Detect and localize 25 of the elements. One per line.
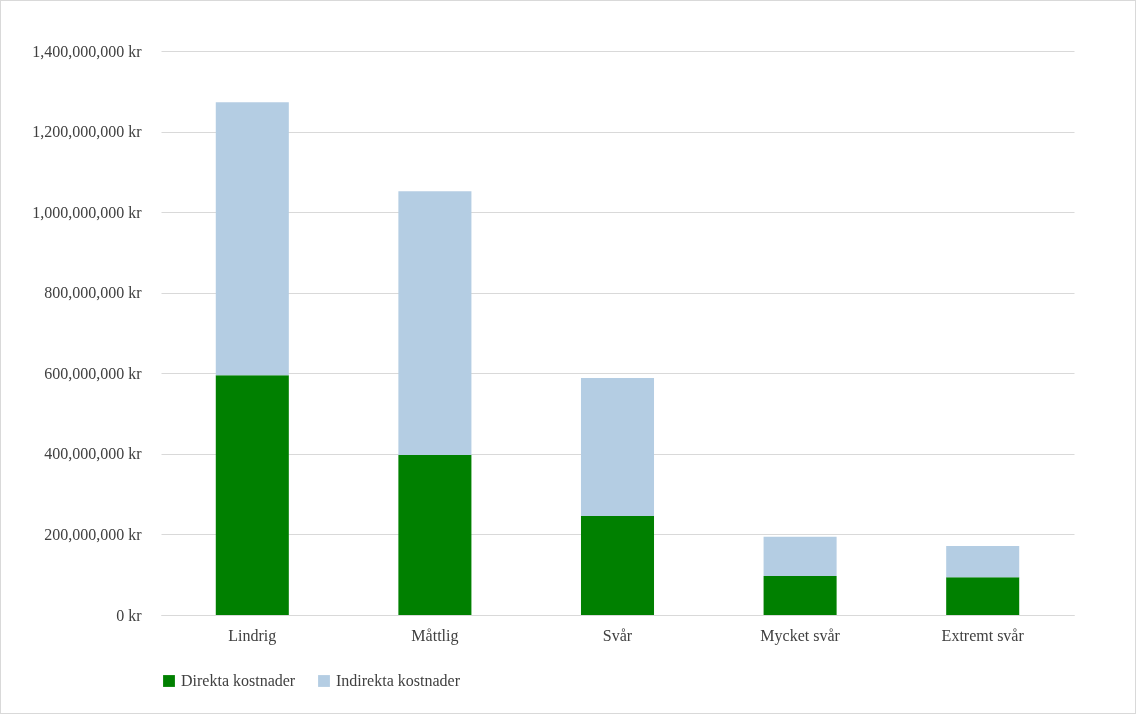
bar [946,546,1020,578]
x-tick-label: Måttlig [411,626,459,645]
bar [215,102,289,376]
x-tick-label: Mycket svår [760,626,841,645]
x-tick-label: Lindrig [228,626,277,645]
legend-label: Direkta kostnader [181,672,296,689]
bar [763,575,837,615]
bar [580,515,655,615]
bar [215,375,289,615]
y-tick-label: 800,000,000 kr [44,284,143,302]
bar [580,378,655,516]
y-tick-label: 0 kr [116,606,143,624]
y-tick-label: 1,200,000,000 kr [32,123,143,141]
bar [398,455,472,615]
bar [763,536,837,576]
bar [946,577,1020,615]
y-tick-label: 200,000,000 kr [44,525,143,543]
legend-label: Indirekta kostnader [336,672,461,689]
bar [398,191,472,456]
x-tick-label: Extremt svår [941,626,1025,644]
y-tick-label: 1,000,000,000 kr [32,203,143,221]
y-tick-label: 600,000,000 kr [44,364,143,382]
y-tick-label: 1,400,000,000 kr [32,42,143,60]
y-tick-label: 400,000,000 kr [44,445,143,463]
x-tick-label: Svår [602,626,633,644]
